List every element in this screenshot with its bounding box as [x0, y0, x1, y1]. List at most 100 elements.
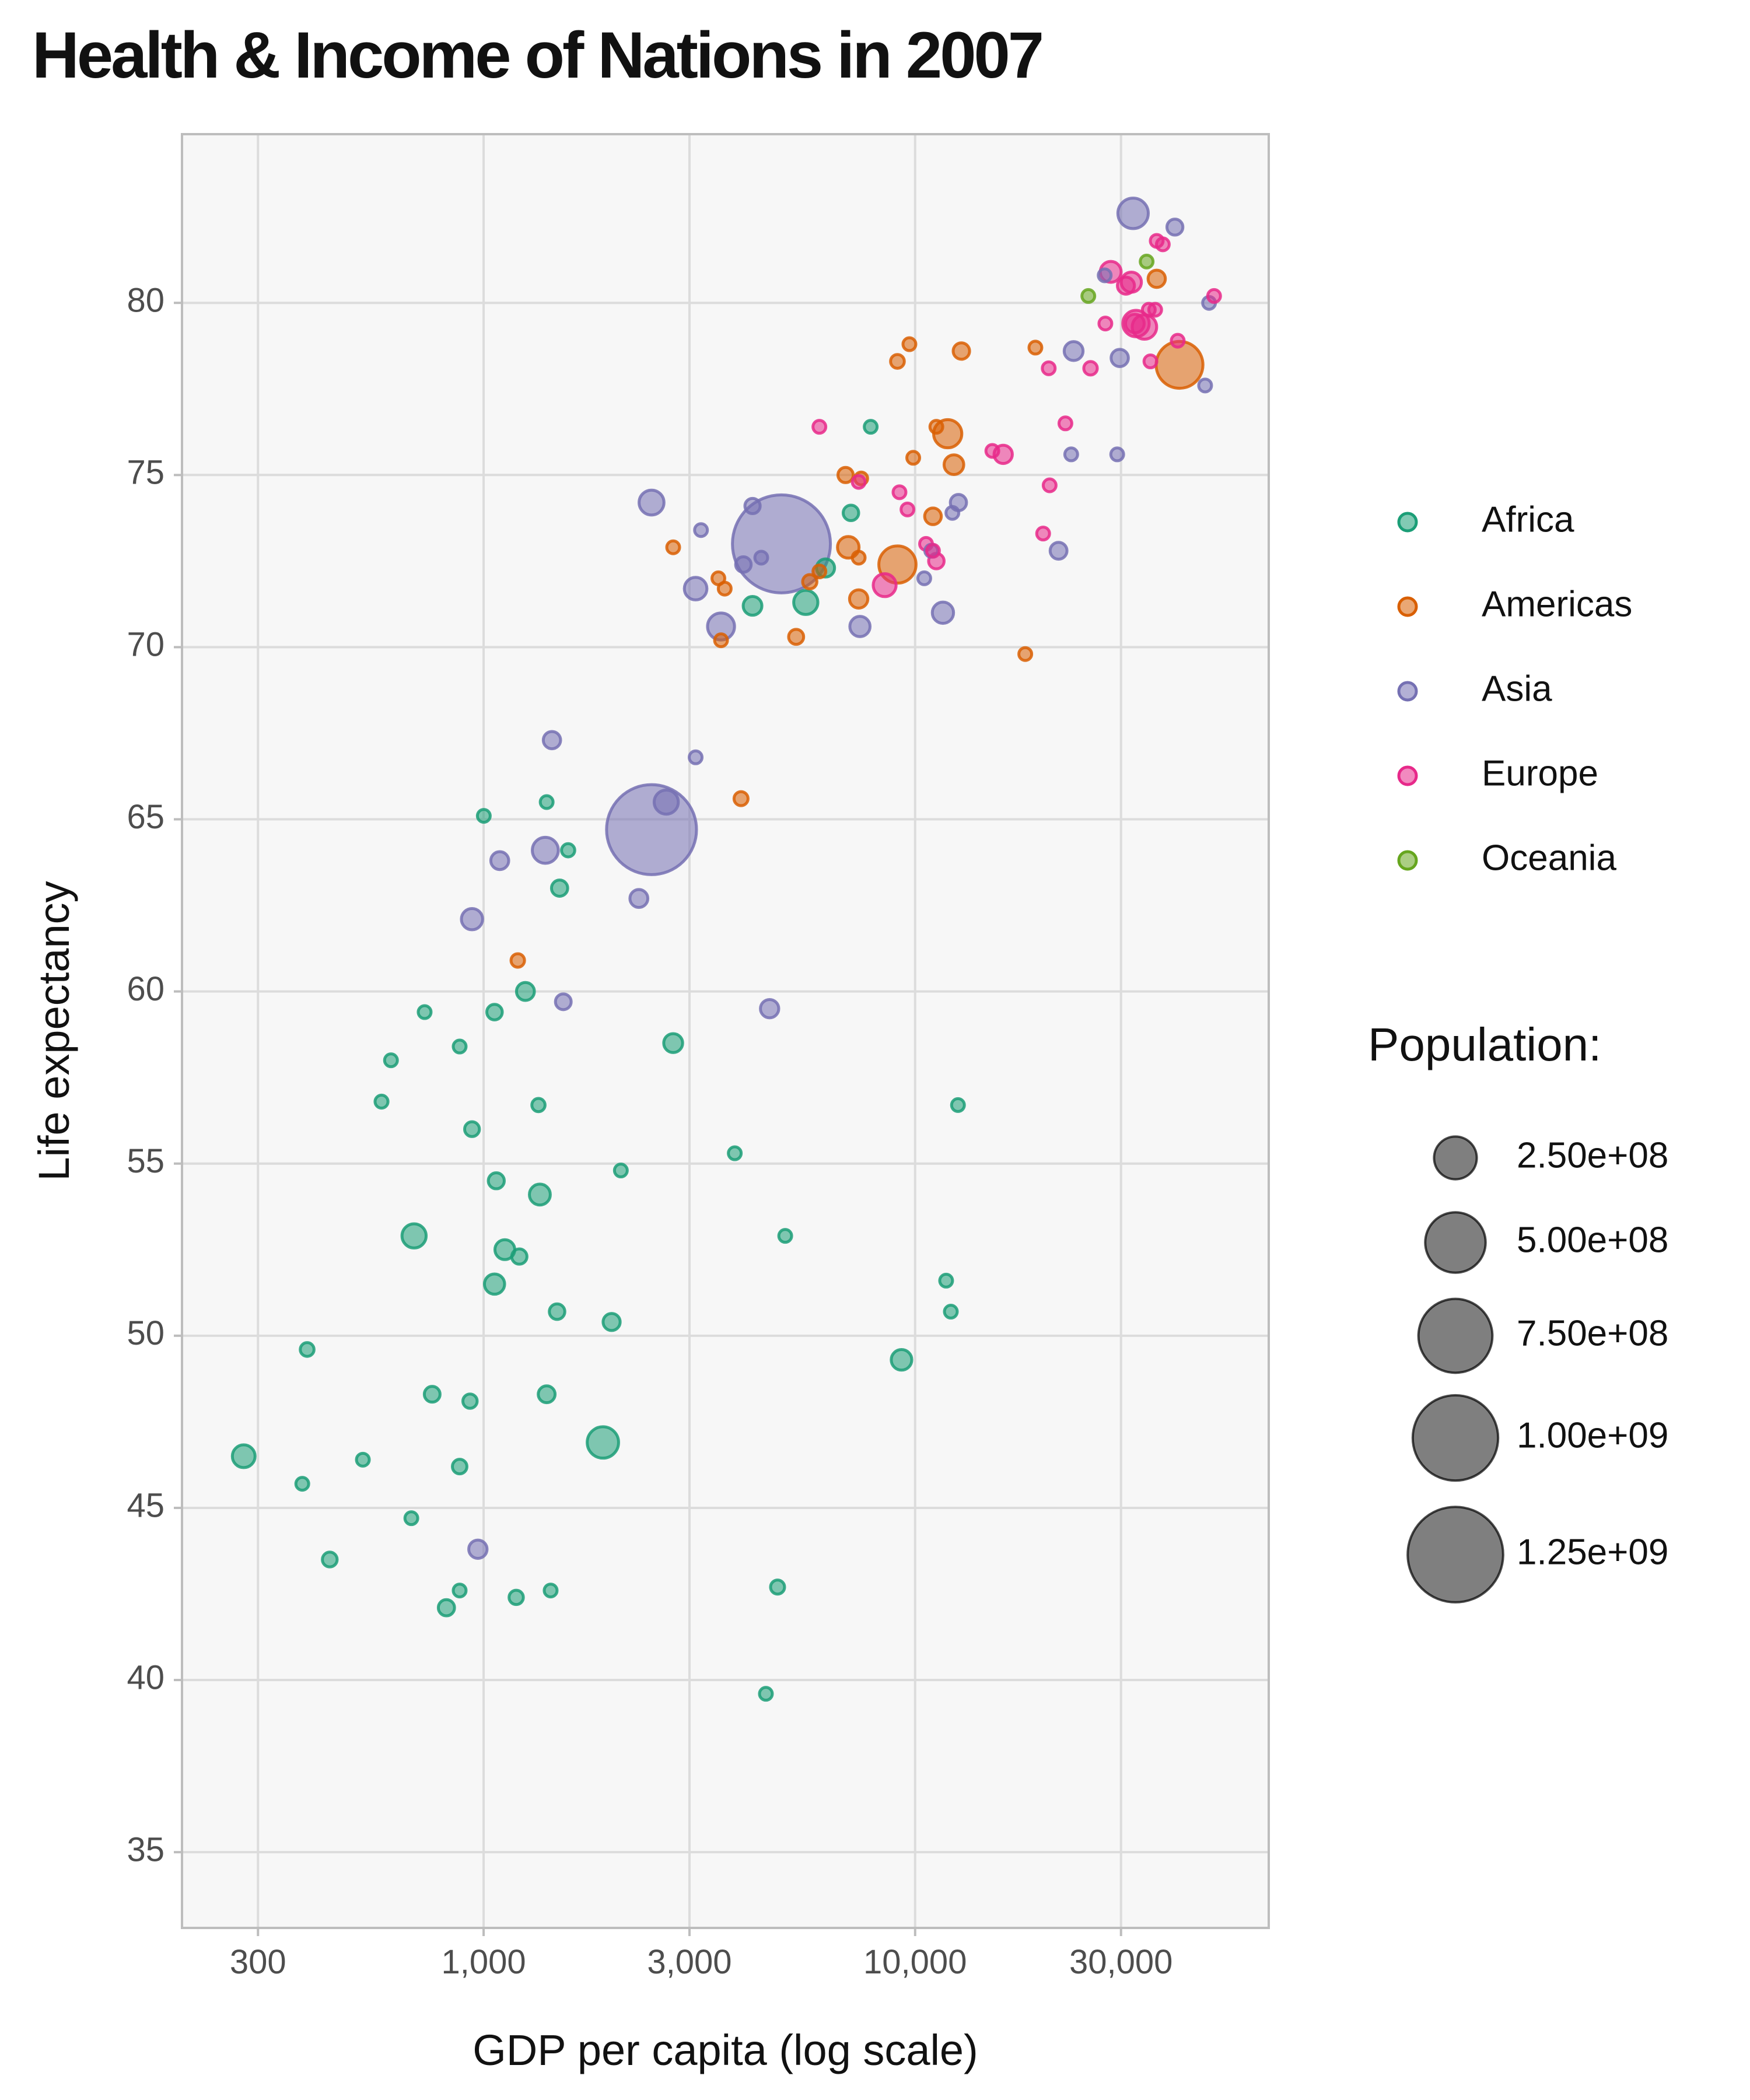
data-point-asia	[693, 522, 709, 538]
data-point-europe	[1057, 415, 1073, 432]
data-point-americas	[928, 419, 944, 435]
y-tick-label: 55	[127, 1142, 164, 1180]
data-point-asia	[916, 570, 932, 586]
data-point-asia	[628, 888, 650, 909]
data-point-americas	[923, 506, 943, 526]
data-point-africa	[452, 1038, 468, 1055]
data-point-asia	[489, 850, 510, 872]
data-point-africa	[485, 1003, 504, 1021]
x-tick-label: 3,000	[647, 1943, 732, 1981]
data-point-africa	[514, 981, 536, 1002]
data-point-americas	[836, 466, 855, 484]
data-point-europe	[925, 542, 941, 559]
size-legend-key	[1411, 1394, 1500, 1482]
size-legend-label: 1.00e+09	[1517, 1415, 1668, 1455]
data-point-oceania	[1080, 288, 1097, 304]
data-point-americas	[1146, 268, 1167, 289]
legend-label-africa: Africa	[1482, 499, 1574, 540]
x-tick-label: 1,000	[441, 1943, 526, 1981]
data-point-africa	[373, 1093, 390, 1110]
data-point-africa	[482, 1272, 506, 1296]
data-point-africa	[461, 1392, 479, 1410]
data-point-africa	[586, 1425, 620, 1460]
y-tick-label: 60	[127, 970, 164, 1008]
y-tick-label: 50	[127, 1314, 164, 1352]
y-tick-label: 75	[127, 454, 164, 492]
data-point-africa	[841, 503, 860, 523]
data-point-asia	[1062, 340, 1085, 362]
data-point-europe	[1041, 360, 1057, 376]
x-tick-label: 300	[230, 1943, 286, 1981]
legend-key-africa	[1397, 512, 1418, 533]
data-point-africa	[548, 1302, 566, 1321]
x-tick-label: 30,000	[1069, 1943, 1172, 1981]
data-point-americas	[1017, 646, 1034, 662]
data-point-europe	[984, 443, 1000, 459]
data-point-americas	[848, 588, 870, 610]
data-point-europe	[1041, 477, 1058, 494]
data-point-asia	[531, 835, 560, 865]
data-point-africa	[943, 1304, 959, 1320]
data-point-asia	[1116, 197, 1150, 230]
data-point-asia	[605, 783, 698, 876]
y-tick-label: 45	[127, 1486, 164, 1524]
data-point-africa	[230, 1443, 257, 1469]
data-point-americas	[801, 573, 818, 591]
data-point-asia	[743, 496, 762, 516]
data-points	[230, 197, 1222, 1702]
data-point-africa	[400, 1222, 428, 1250]
data-point-africa	[537, 1384, 557, 1405]
data-point-europe	[1097, 316, 1114, 332]
data-point-africa	[662, 1032, 684, 1054]
data-point-asia	[1110, 348, 1130, 368]
data-point-africa	[475, 808, 492, 824]
data-point-europe	[1116, 275, 1136, 296]
data-point-americas	[509, 952, 526, 969]
y-tick-label: 70	[127, 626, 164, 664]
data-point-africa	[451, 1458, 468, 1476]
data-point-asia	[554, 992, 573, 1012]
data-point-africa	[863, 419, 879, 435]
data-point-africa	[727, 1145, 743, 1161]
data-point-europe	[1124, 313, 1146, 335]
data-point-africa	[452, 1583, 468, 1599]
size-legend-key	[1417, 1297, 1494, 1374]
data-point-asia	[753, 550, 769, 566]
data-point-asia	[1109, 446, 1125, 463]
data-point-africa	[741, 595, 764, 617]
data-point-europe	[1035, 526, 1051, 542]
plot-panel	[182, 134, 1269, 1928]
data-point-africa	[508, 1588, 525, 1606]
data-point-oceania	[1139, 253, 1155, 270]
x-tick-label: 10,000	[863, 1943, 967, 1981]
data-point-europe	[1154, 236, 1171, 253]
legend-label-oceania: Oceania	[1482, 838, 1616, 878]
data-point-asia	[731, 493, 832, 594]
data-point-europe	[1170, 332, 1186, 349]
plot-border	[181, 133, 1270, 1929]
data-point-americas	[811, 564, 828, 580]
data-point-europe	[1206, 288, 1222, 304]
data-point-europe	[891, 484, 908, 501]
data-point-americas	[787, 628, 806, 646]
data-point-africa	[463, 1120, 481, 1138]
data-point-americas	[905, 450, 922, 466]
size-legend-key	[1433, 1135, 1478, 1181]
data-point-africa	[294, 1476, 310, 1492]
data-point-africa	[321, 1550, 339, 1569]
data-point-africa	[383, 1052, 399, 1069]
data-point-asia	[1165, 218, 1185, 237]
data-point-europe	[1140, 302, 1157, 318]
size-legend-label: 5.00e+08	[1517, 1220, 1668, 1260]
data-point-americas	[1027, 340, 1044, 356]
data-point-asia	[930, 600, 956, 625]
data-point-africa	[560, 842, 576, 859]
data-point-asia	[734, 555, 753, 574]
chart-title: Health & Income of Nations in 2007	[32, 19, 1044, 92]
data-point-africa	[528, 1182, 552, 1207]
legend-key-asia	[1397, 681, 1418, 702]
data-point-americas	[732, 790, 750, 807]
data-point-americas	[716, 580, 733, 597]
data-point-africa	[510, 1247, 528, 1266]
